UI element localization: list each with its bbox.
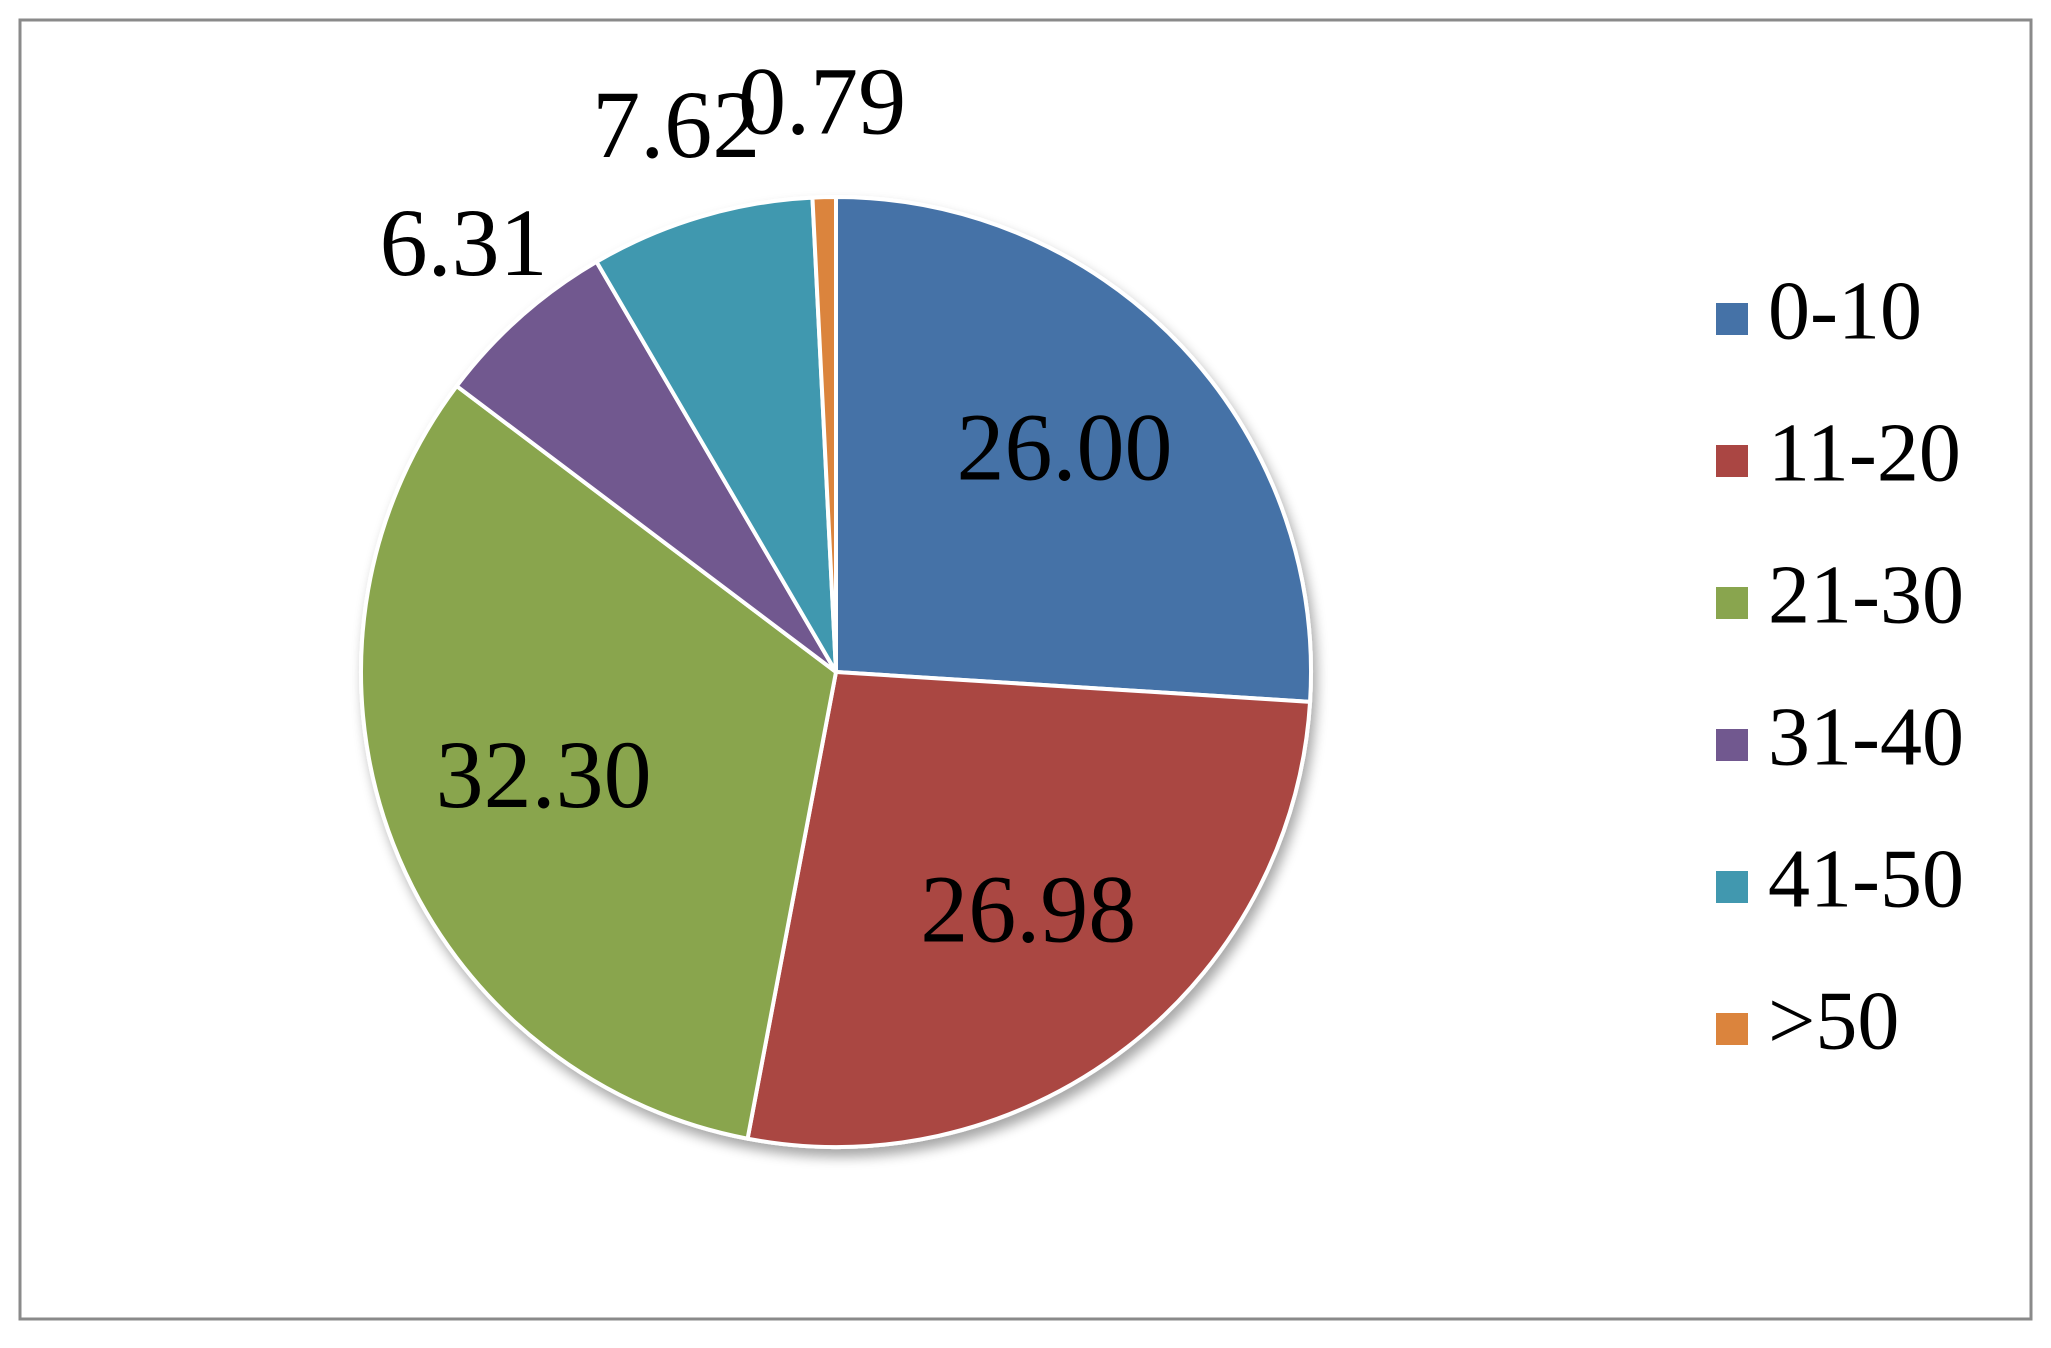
legend-swatch bbox=[1716, 1013, 1748, 1045]
legend-label: 11-20 bbox=[1768, 406, 1961, 499]
legend-swatch bbox=[1716, 587, 1748, 619]
data-label: 0.79 bbox=[738, 48, 906, 155]
pie-slice bbox=[834, 195, 1313, 704]
data-labels: 26.00 26.98 32.30 6.31 7.620.79 bbox=[380, 48, 1173, 963]
legend-swatch bbox=[1716, 871, 1748, 903]
legend-swatch bbox=[1716, 303, 1748, 335]
pie-slice bbox=[359, 384, 838, 1141]
data-label: 32.30 bbox=[436, 721, 652, 828]
data-label: 6.31 bbox=[380, 189, 548, 296]
legend-label: 21-30 bbox=[1768, 548, 1964, 641]
pie-slice bbox=[810, 195, 838, 674]
legend-swatch bbox=[1716, 729, 1748, 761]
legend-label: 0-10 bbox=[1768, 264, 1922, 357]
legend-label: 41-50 bbox=[1768, 832, 1964, 925]
pie-slice bbox=[454, 259, 838, 674]
data-label: 7.62 bbox=[592, 71, 760, 178]
legend: 0-10 11-20 21-30 31-40 41-50 >50 bbox=[1716, 264, 1964, 1067]
data-label: 26.98 bbox=[920, 856, 1136, 963]
legend-label: 31-40 bbox=[1768, 690, 1964, 783]
pie-slice bbox=[745, 670, 1313, 1150]
pie-slice bbox=[594, 195, 838, 674]
legend-label: >50 bbox=[1768, 974, 1899, 1067]
data-label: 26.00 bbox=[957, 393, 1173, 500]
legend-swatch bbox=[1716, 445, 1748, 477]
pie bbox=[359, 195, 1313, 1150]
